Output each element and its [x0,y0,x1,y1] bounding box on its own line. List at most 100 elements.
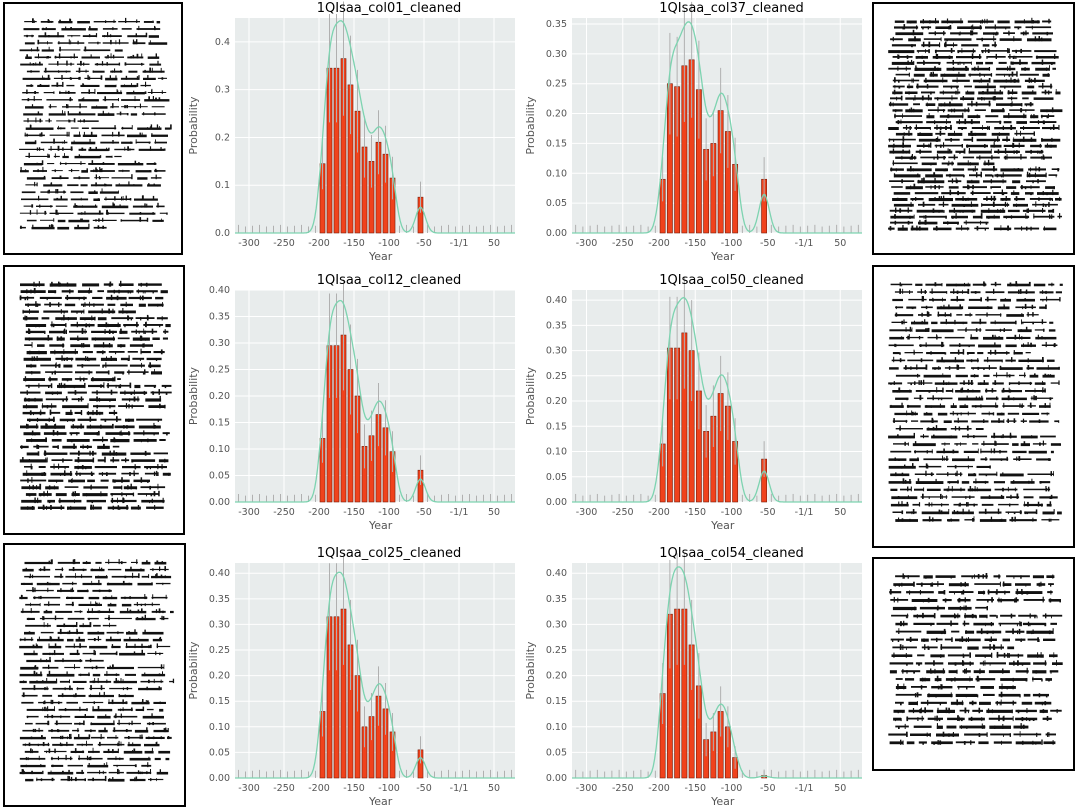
ink-stroke [906,731,908,737]
ink-stroke [1025,109,1027,113]
ink-stroke [24,337,53,341]
ink-stroke [138,687,161,691]
ink-stroke [28,337,30,341]
x-tick-label: 50 [834,783,846,794]
ink-stroke [962,186,987,189]
ink-stroke [889,329,912,332]
ink-stroke [70,439,73,443]
ink-stroke [92,296,103,299]
ink-stroke [1013,137,1015,142]
ink-stroke [159,708,164,712]
ink-stroke [26,70,40,73]
ink-stroke [25,155,50,157]
ink-stroke [142,290,144,294]
ink-stroke [127,653,129,656]
ink-stroke [939,91,961,94]
ink-stroke [1046,575,1055,578]
ink-stroke [77,457,80,463]
ink-stroke [930,472,933,477]
ink-stroke [894,20,905,23]
ink-stroke [51,559,53,565]
ink-stroke [26,351,47,355]
ink-stroke [1023,693,1031,697]
ink-stroke [1000,458,1003,461]
ink-stroke [895,519,918,522]
ink-stroke [911,410,913,416]
ink-stroke [899,358,902,363]
ink-stroke [1021,701,1033,705]
ink-stroke [110,53,112,59]
ink-stroke [893,583,914,586]
ink-stroke [903,367,927,370]
ink-stroke [34,397,36,402]
ink-stroke [33,288,36,294]
ink-stroke [67,638,74,642]
ink-stroke [984,480,987,484]
ink-stroke [57,61,59,66]
ink-stroke [1002,434,1004,439]
ink-stroke [167,728,169,733]
ink-stroke [87,631,105,635]
y-axis-label: Probability [187,366,200,425]
ink-stroke [965,220,967,225]
ink-stroke [100,479,109,482]
ink-stroke [897,66,899,71]
ink-stroke [123,498,125,503]
ink-stroke [1027,621,1030,627]
ink-stroke [908,298,927,301]
ink-stroke [962,321,964,325]
ink-stroke [101,308,103,314]
ink-stroke [40,219,55,221]
ink-stroke [143,324,164,326]
ink-stroke [1050,215,1053,219]
ink-stroke [983,97,985,101]
ink-stroke [153,471,156,476]
ink-stroke [26,89,28,94]
ink-stroke [40,658,42,663]
ink-stroke [133,470,135,476]
ink-stroke [968,344,970,348]
ink-stroke [959,382,974,385]
ink-stroke [46,297,48,301]
ink-stroke [964,108,966,113]
x-tick-label: 50 [834,507,846,518]
ink-stroke [43,184,63,187]
ink-stroke [81,218,83,222]
ink-stroke [99,770,101,775]
ink-stroke [921,296,924,302]
ink-stroke [991,155,993,160]
ink-stroke [70,344,91,348]
ink-stroke [70,733,72,740]
ink-stroke [996,31,998,36]
ink-stroke [160,147,162,151]
ink-stroke [921,715,923,722]
ink-stroke [1007,90,1010,95]
ink-stroke [96,169,98,173]
ink-stroke [1039,481,1042,484]
ink-stroke [928,32,946,35]
ink-stroke [950,124,952,130]
ink-stroke [961,700,963,706]
ink-stroke [942,731,945,737]
ink-stroke [895,686,907,689]
ink-stroke [52,743,74,746]
ink-stroke [943,168,945,172]
ink-stroke [89,687,105,690]
ink-stroke [95,33,98,38]
ink-stroke [989,725,1011,729]
ink-stroke [73,643,75,649]
ink-stroke [1042,290,1044,294]
ink-stroke [972,389,974,393]
ink-stroke [27,506,29,510]
ink-stroke [1025,326,1028,332]
ink-stroke [938,591,945,594]
ink-stroke [134,764,137,768]
ink-stroke [157,202,159,208]
ink-stroke [986,215,1000,219]
x-tick-label: -150 [684,507,706,518]
ink-stroke [922,519,942,522]
ink-stroke [36,147,38,151]
ink-stroke [100,418,122,421]
ink-stroke [47,714,49,719]
y-tick-label: 0.05 [546,747,567,758]
